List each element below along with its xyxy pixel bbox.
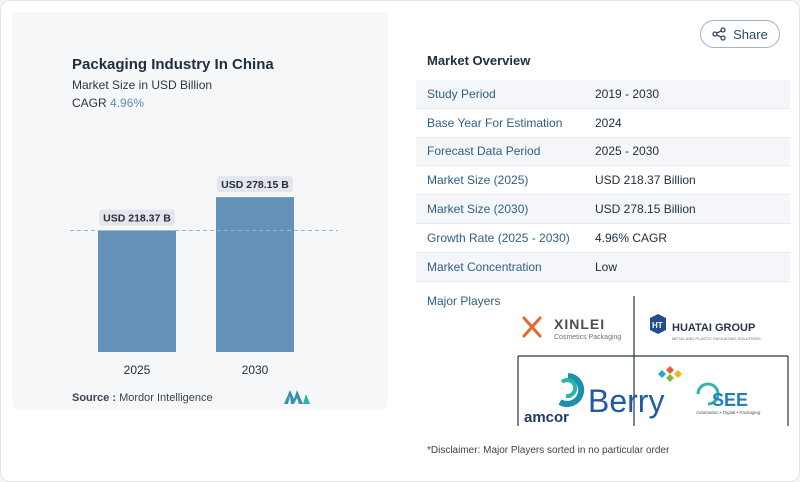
overview-row: Market Concentration Low (416, 252, 790, 282)
overview-row-label: Market Size (2025) (427, 173, 529, 188)
overview-row-label: Forecast Data Period (427, 144, 541, 159)
overview-row-label: Growth Rate (2025 - 2030) (427, 230, 570, 245)
data-label-2025: USD 218.37 B (103, 212, 171, 224)
overview-row-value: 2019 - 2030 (595, 86, 660, 101)
chart-title: Packaging Industry In China (72, 56, 274, 73)
see-tagline: Automation • Digital • Packaging (696, 410, 761, 415)
overview-row-value: USD 278.15 Billion (595, 202, 696, 217)
huatai-tagline: METAL AND PLASTIC PACKAGING SOLUTIONS (672, 336, 761, 341)
share-label: Share (733, 26, 768, 42)
overview-row-label: Base Year For Estimation (427, 115, 563, 130)
market-overview-title: Market Overview (427, 53, 531, 68)
chart-panel (12, 12, 388, 410)
see-name: SEE (712, 390, 748, 410)
bar-chart: USD 218.37 B 2025 USD 278.15 B 2030 (70, 176, 338, 377)
cagr-line: CAGR 4.96% (72, 96, 144, 110)
overview-row: Forecast Data Period 2025 - 2030 (416, 137, 790, 167)
xinlei-tagline: Cosmetics Packaging (554, 334, 621, 341)
data-label-bg (217, 176, 293, 193)
overview-row-label: Market Concentration (427, 259, 542, 274)
market-overview-table: Study Period 2019 - 2030 Base Year For Est… (416, 80, 790, 282)
data-label-bg (99, 209, 175, 226)
huatai-name: HUATAI GROUP (672, 322, 755, 334)
overview-row: Growth Rate (2025 - 2030) 4.96% CAGR (416, 224, 790, 253)
overview-row-value: USD 218.37 Billion (595, 173, 696, 188)
major-players-logos: XINLEI Cosmetics Packaging HT HUATAI GRO… (517, 296, 789, 426)
bar-2025 (98, 230, 176, 352)
huatai-logo: HT HUATAI GROUP METAL AND PLASTIC PACKAG… (650, 314, 761, 341)
overview-row: Study Period 2019 - 2030 (416, 80, 790, 109)
source-label: Source : (72, 392, 117, 404)
overview-row-value: 2025 - 2030 (595, 144, 660, 159)
major-players-title: Major Players (427, 294, 501, 308)
cagr-value: 4.96% (110, 96, 145, 110)
x-tick-2030: 2030 (242, 363, 269, 377)
source-value: Mordor Intelligence (119, 392, 213, 404)
overview-row-value: Low (595, 259, 618, 274)
berry-name: Berry (588, 383, 664, 419)
amcor-name: amcor (524, 409, 569, 426)
overview-row: Market Size (2025) USD 218.37 Billion (416, 166, 790, 196)
amcor-logo: amcor (524, 373, 585, 426)
data-label-2030: USD 278.15 B (221, 179, 289, 191)
overview-row-value: 4.96% CAGR (595, 230, 668, 245)
x-tick-2025: 2025 (124, 363, 151, 377)
chart-subtitle: Market Size in USD Billion (72, 78, 213, 92)
share-icon (712, 27, 726, 41)
cagr-label: CAGR (72, 96, 107, 110)
huatai-mark: HT (652, 321, 663, 330)
disclaimer: *Disclaimer: Major Players sorted in no … (427, 445, 670, 456)
overview-row: Base Year For Estimation 2024 (416, 109, 790, 138)
overview-row-label: Market Size (2030) (427, 202, 529, 217)
mordor-intelligence-logo (284, 390, 310, 404)
overview-row: Market Size (2030) USD 278.15 Billion (416, 195, 790, 224)
bar-2030 (216, 197, 294, 352)
berry-logo: Berry (588, 366, 682, 419)
xinlei-name: XINLEI (554, 316, 605, 332)
xinlei-logo: XINLEI Cosmetics Packaging (522, 316, 621, 341)
overview-row-label: Study Period (427, 86, 496, 101)
source-line: Source : Mordor Intelligence (72, 392, 213, 404)
overview-row-value: 2024 (595, 115, 622, 130)
share-button[interactable]: Share (700, 20, 780, 48)
see-logo: SEE Automation • Digital • Packaging (696, 382, 761, 415)
